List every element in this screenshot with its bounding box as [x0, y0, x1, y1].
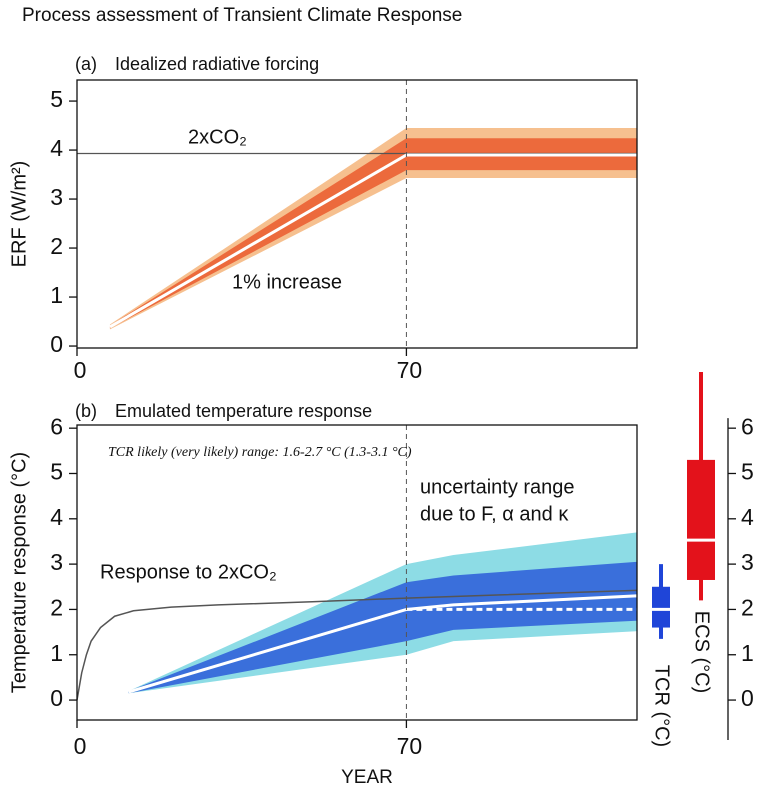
y2-tick-label: 5: [741, 459, 754, 485]
box-label: ECS (°C): [691, 611, 713, 693]
y-tick-label: 2: [50, 595, 63, 621]
annotation: Response to 2xCO₂: [100, 561, 277, 583]
panel-label: (a): [75, 54, 97, 74]
y-tick-label: 0: [50, 331, 63, 357]
y-tick-label: 4: [50, 504, 63, 530]
y-tick-label: 2: [50, 233, 63, 259]
y-tick-label: 0: [50, 685, 63, 711]
x-tick-label: 0: [74, 733, 87, 759]
annotation: due to F, α and κ: [420, 503, 569, 525]
y-tick-label: 5: [50, 86, 63, 112]
annotation: 1% increase: [232, 271, 342, 293]
plot-frame: [76, 424, 638, 721]
x-tick-label: 70: [397, 733, 423, 759]
y2-tick-label: 0: [741, 685, 754, 711]
y2-tick-label: 4: [741, 504, 754, 530]
y-tick-label: 3: [50, 549, 63, 575]
y-tick-label: 1: [50, 282, 63, 308]
panel-label: (b): [75, 401, 97, 421]
x-tick-label: 70: [397, 357, 423, 383]
annotation: uncertainty range: [420, 476, 575, 498]
uncertainty-band: [109, 138, 638, 329]
annotation: 2xCO₂: [188, 126, 247, 148]
y-tick-label: 1: [50, 640, 63, 666]
panel-title: Emulated temperature response: [115, 401, 372, 421]
y-axis-label: ERF (W/m²): [8, 161, 30, 268]
y2-tick-label: 1: [741, 640, 754, 666]
y-tick-label: 4: [50, 135, 63, 161]
box-body: [687, 459, 715, 580]
x-tick-label: 0: [74, 357, 87, 383]
box-label: TCR (°C): [651, 665, 673, 747]
figure-title: Process assessment of Transient Climate …: [22, 5, 462, 26]
annotation: TCR likely (very likely) range: 1.6-2.7 …: [108, 445, 412, 460]
y-tick-label: 5: [50, 459, 63, 485]
box-body: [652, 586, 670, 628]
y2-tick-label: 2: [741, 595, 754, 621]
panel-title: Idealized radiative forcing: [115, 54, 319, 74]
plot-frame: [76, 79, 638, 349]
y-tick-label: 3: [50, 184, 63, 210]
y2-tick-label: 6: [741, 413, 754, 439]
x-axis-label: YEAR: [341, 767, 393, 788]
y2-tick-label: 3: [741, 549, 754, 575]
series-line: [128, 594, 638, 694]
y-tick-label: 6: [50, 413, 63, 439]
y-axis-label: Temperature response (°C): [8, 452, 30, 693]
